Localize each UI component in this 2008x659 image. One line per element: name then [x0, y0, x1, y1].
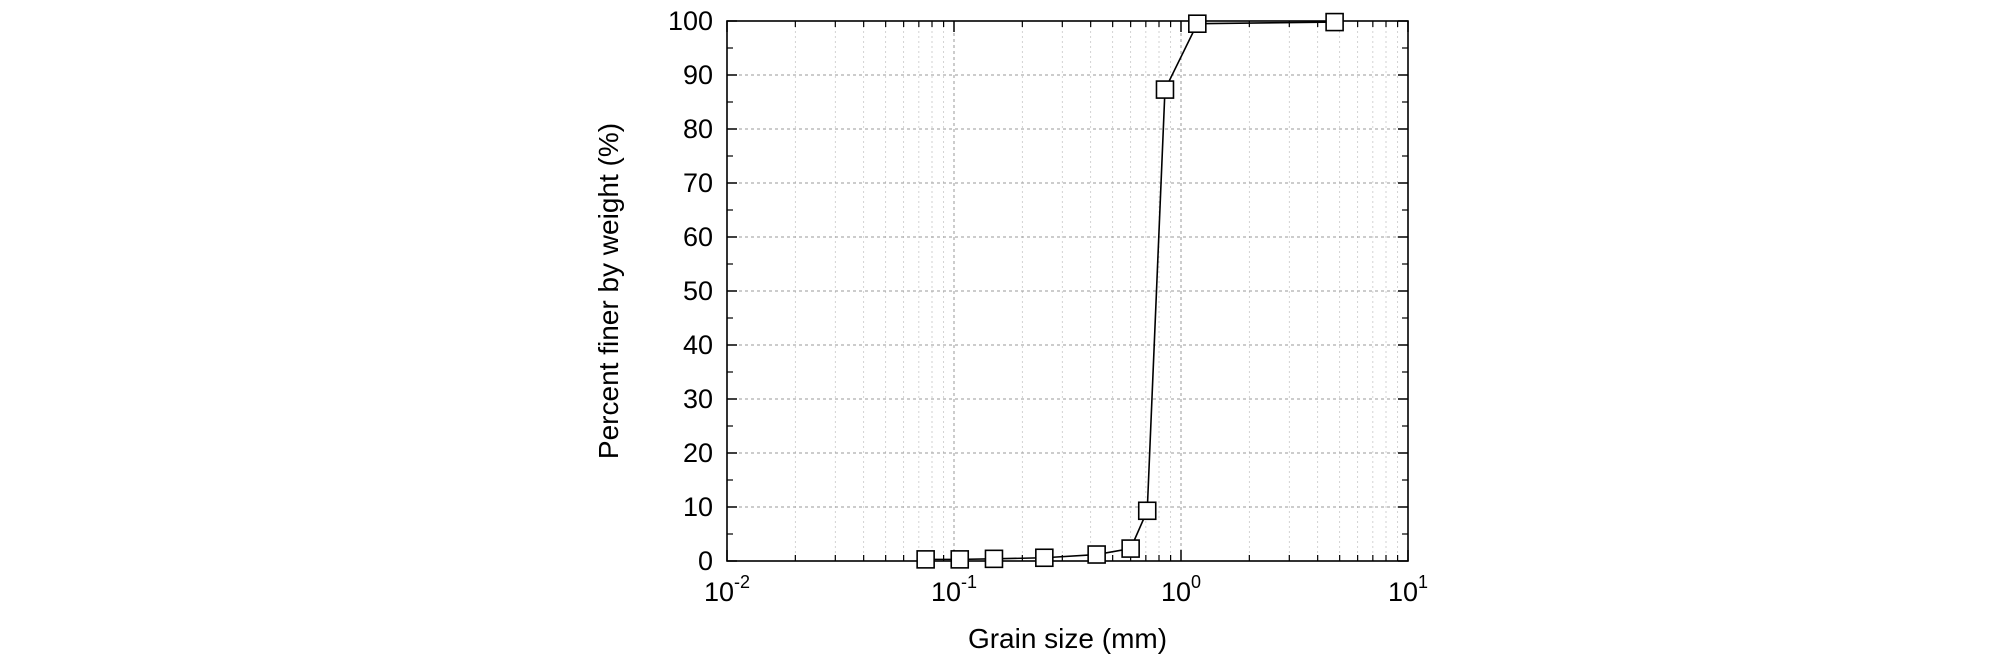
data-point	[1035, 548, 1054, 568]
y-tick-label: 40	[683, 330, 713, 360]
data-point	[984, 549, 1004, 569]
y-axis-title: Percent finer by weight (%)	[593, 123, 624, 459]
data-point	[916, 550, 935, 569]
x-tick-label: 10-2	[704, 572, 750, 607]
data-point	[950, 550, 970, 569]
data-point	[1121, 539, 1140, 558]
x-tick-label: 101	[1388, 572, 1428, 607]
series-line	[925, 21, 1335, 561]
tick-labels: 0 10 20 30 40 50 60 70 80 90 100 10-2 10-1 100 101	[668, 6, 1428, 607]
y-tick-label: 20	[683, 438, 713, 468]
y-tick-label: 50	[683, 276, 713, 306]
x-axis-title: Grain size (mm)	[968, 623, 1167, 654]
y-tick-label: 60	[683, 222, 713, 252]
data-point	[1137, 501, 1157, 521]
y-tick-label: 100	[668, 6, 713, 36]
data-point	[1155, 80, 1175, 99]
x-tick-label: 100	[1161, 572, 1201, 607]
data-point	[1188, 14, 1207, 33]
x-tick-label: 10-1	[931, 572, 977, 607]
data-point	[1087, 545, 1106, 564]
data-series	[916, 12, 1344, 569]
grid	[727, 21, 1408, 561]
y-tick-label: 0	[698, 546, 713, 576]
y-tick-label: 80	[683, 114, 713, 144]
y-tick-label: 70	[683, 168, 713, 198]
y-tick-label: 90	[683, 60, 713, 90]
plot-frame	[726, 20, 1409, 562]
y-tick-label: 30	[683, 384, 713, 414]
y-tick-label: 10	[683, 492, 713, 522]
data-point	[1325, 12, 1344, 32]
